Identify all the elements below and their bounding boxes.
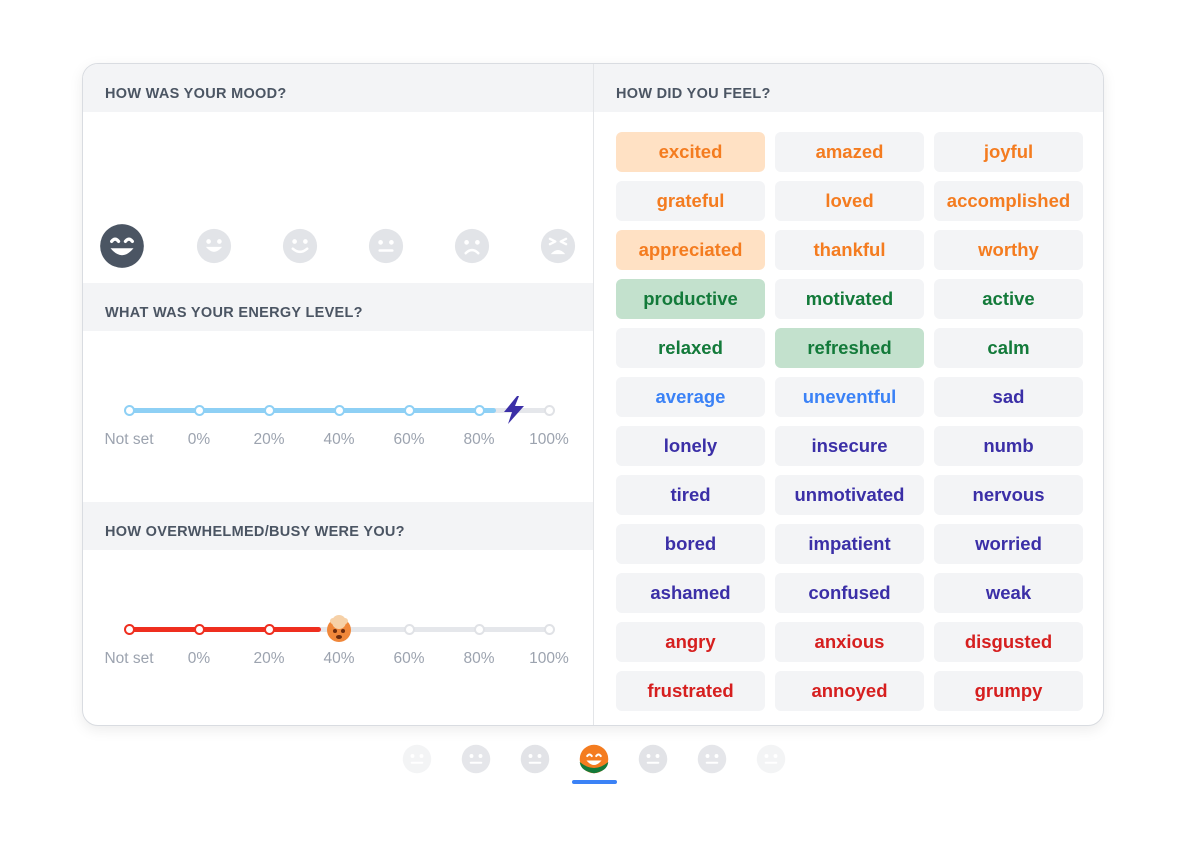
feeling-chip-thankful[interactable]: thankful bbox=[775, 230, 924, 270]
mood-section bbox=[83, 112, 593, 283]
feeling-chip-unmotivated[interactable]: unmotivated bbox=[775, 475, 924, 515]
mood-option-smiling-face-icon[interactable] bbox=[282, 228, 318, 264]
feeling-chip-relaxed[interactable]: relaxed bbox=[616, 328, 765, 368]
left-panel: HOW WAS YOUR MOOD? WHAT WAS YOUR ENERGY … bbox=[83, 64, 594, 725]
feeling-chip-appreciated[interactable]: appreciated bbox=[616, 230, 765, 270]
feeling-chip-confused[interactable]: confused bbox=[775, 573, 924, 613]
feeling-chip-calm[interactable]: calm bbox=[934, 328, 1083, 368]
mood-entry-card: HOW WAS YOUR MOOD? WHAT WAS YOUR ENERGY … bbox=[82, 63, 1104, 726]
energy-section-title: WHAT WAS YOUR ENERGY LEVEL? bbox=[83, 283, 593, 331]
feeling-chip-numb[interactable]: numb bbox=[934, 426, 1083, 466]
mood-option-tired-face-icon[interactable] bbox=[540, 228, 576, 264]
day-neutral-face-icon[interactable] bbox=[520, 744, 550, 774]
slider-tick-label: 100% bbox=[529, 650, 569, 667]
exploding-head-icon[interactable] bbox=[323, 613, 355, 645]
slider-tick-label: 80% bbox=[463, 431, 495, 448]
slider-step-dot[interactable] bbox=[194, 405, 205, 416]
day-selector bbox=[0, 744, 1180, 788]
active-day-indicator bbox=[572, 780, 617, 784]
slider-step-dot[interactable] bbox=[544, 624, 555, 635]
feeling-chip-lonely[interactable]: lonely bbox=[616, 426, 765, 466]
feeling-chip-grateful[interactable]: grateful bbox=[616, 181, 765, 221]
feeling-chip-nervous[interactable]: nervous bbox=[934, 475, 1083, 515]
feelings-grid: excited amazed joyful grateful loved accompli… bbox=[616, 132, 1084, 711]
day-neutral-face-icon[interactable] bbox=[461, 744, 491, 774]
feeling-chip-tired[interactable]: tired bbox=[616, 475, 765, 515]
feeling-chip-refreshed[interactable]: refreshed bbox=[775, 328, 924, 368]
feeling-chip-uneventful[interactable]: uneventful bbox=[775, 377, 924, 417]
busy-section-title: HOW OVERWHELMED/BUSY WERE YOU? bbox=[83, 502, 593, 550]
slider-tick-label: 20% bbox=[253, 431, 285, 448]
feeling-chip-accomplished[interactable]: accomplished bbox=[934, 181, 1083, 221]
mood-section-title: HOW WAS YOUR MOOD? bbox=[83, 64, 593, 112]
mood-option-grinning-face-icon[interactable] bbox=[196, 228, 232, 264]
feeling-chip-worried[interactable]: worried bbox=[934, 524, 1083, 564]
slider-step-dot[interactable] bbox=[544, 405, 555, 416]
slider-tick-label: 0% bbox=[187, 650, 211, 667]
busy-section: Not set 0% 20% 40% 60% 80% 100% bbox=[83, 550, 593, 725]
energy-section: Not set 0% 20% 40% 60% 80% 100% bbox=[83, 331, 593, 502]
day-neutral-face-icon[interactable] bbox=[402, 744, 432, 774]
slider-step-dot[interactable] bbox=[404, 405, 415, 416]
day-laughing-face-icon[interactable] bbox=[579, 744, 609, 774]
feeling-chip-weak[interactable]: weak bbox=[934, 573, 1083, 613]
slider-fill bbox=[129, 408, 496, 413]
slider-tick-label: 0% bbox=[187, 431, 211, 448]
feeling-chip-worthy[interactable]: worthy bbox=[934, 230, 1083, 270]
slider-step-dot[interactable] bbox=[404, 624, 415, 635]
feeling-chip-insecure[interactable]: insecure bbox=[775, 426, 924, 466]
slider-step-dot[interactable] bbox=[264, 624, 275, 635]
feeling-chip-grumpy[interactable]: grumpy bbox=[934, 671, 1083, 711]
slider-tick-label: 40% bbox=[323, 431, 355, 448]
energy-slider[interactable]: Not set 0% 20% 40% 60% 80% 100% bbox=[104, 396, 569, 448]
slider-tick-label: Not set bbox=[104, 650, 154, 667]
slider-step-dot[interactable] bbox=[124, 405, 135, 416]
busy-slider[interactable]: Not set 0% 20% 40% 60% 80% 100% bbox=[104, 615, 569, 667]
feeling-chip-sad[interactable]: sad bbox=[934, 377, 1083, 417]
lightning-bolt-icon[interactable] bbox=[498, 394, 530, 426]
feeling-chip-loved[interactable]: loved bbox=[775, 181, 924, 221]
slider-step-dot[interactable] bbox=[194, 624, 205, 635]
mood-option-sad-face-icon[interactable] bbox=[454, 228, 490, 264]
slider-tick-label: 60% bbox=[393, 431, 425, 448]
feeling-chip-average[interactable]: average bbox=[616, 377, 765, 417]
feeling-chip-frustrated[interactable]: frustrated bbox=[616, 671, 765, 711]
feeling-chip-annoyed[interactable]: annoyed bbox=[775, 671, 924, 711]
feeling-chip-motivated[interactable]: motivated bbox=[775, 279, 924, 319]
mood-options bbox=[99, 224, 579, 268]
slider-tick-label: 60% bbox=[393, 650, 425, 667]
feeling-chip-amazed[interactable]: amazed bbox=[775, 132, 924, 172]
slider-step-dot[interactable] bbox=[124, 624, 135, 635]
mood-option-laughing-face-icon[interactable] bbox=[99, 223, 145, 269]
feeling-chip-impatient[interactable]: impatient bbox=[775, 524, 924, 564]
feeling-chip-bored[interactable]: bored bbox=[616, 524, 765, 564]
slider-tick-label: 80% bbox=[463, 650, 495, 667]
slider-step-dot[interactable] bbox=[334, 405, 345, 416]
slider-step-dot[interactable] bbox=[474, 405, 485, 416]
day-neutral-face-icon[interactable] bbox=[697, 744, 727, 774]
feeling-chip-disgusted[interactable]: disgusted bbox=[934, 622, 1083, 662]
slider-step-dot[interactable] bbox=[264, 405, 275, 416]
feeling-chip-productive[interactable]: productive bbox=[616, 279, 765, 319]
feeling-chip-angry[interactable]: angry bbox=[616, 622, 765, 662]
slider-step-dot[interactable] bbox=[474, 624, 485, 635]
feeling-chip-anxious[interactable]: anxious bbox=[775, 622, 924, 662]
feeling-chip-excited[interactable]: excited bbox=[616, 132, 765, 172]
slider-tick-label: 100% bbox=[529, 431, 569, 448]
feelings-section-title: HOW DID YOU FEEL? bbox=[594, 64, 1103, 112]
feeling-chip-joyful[interactable]: joyful bbox=[934, 132, 1083, 172]
feeling-chip-active[interactable]: active bbox=[934, 279, 1083, 319]
slider-fill bbox=[129, 627, 321, 632]
right-panel: HOW DID YOU FEEL? excited amazed joyful gra… bbox=[594, 64, 1103, 725]
day-neutral-face-icon[interactable] bbox=[638, 744, 668, 774]
slider-tick-label: Not set bbox=[104, 431, 154, 448]
day-neutral-face-icon[interactable] bbox=[756, 744, 786, 774]
feeling-chip-ashamed[interactable]: ashamed bbox=[616, 573, 765, 613]
slider-tick-label: 20% bbox=[253, 650, 285, 667]
slider-tick-label: 40% bbox=[323, 650, 355, 667]
mood-option-neutral-face-icon[interactable] bbox=[368, 228, 404, 264]
